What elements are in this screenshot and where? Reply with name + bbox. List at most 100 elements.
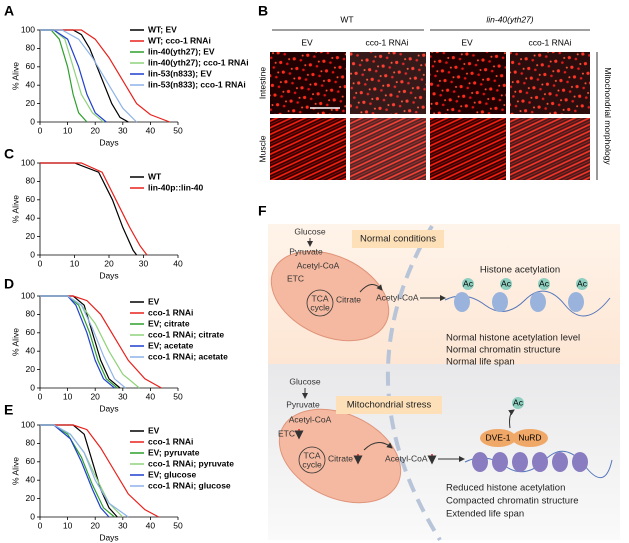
nucleosomes: Ac Ac Ac Ac <box>454 278 588 312</box>
legend-label: EV; glucose <box>148 469 196 479</box>
y-tick-label: 20 <box>26 98 36 108</box>
y-tick-label: 80 <box>26 438 36 448</box>
metabolite: Acetyl-CoA <box>376 292 419 302</box>
y-tick-label: 40 <box>26 212 36 222</box>
y-tick-label: 20 <box>26 231 36 241</box>
panel-label: C <box>4 146 14 162</box>
x-tick-label: 30 <box>118 520 128 530</box>
metabolite: Pyruvate <box>286 399 320 409</box>
micrograph <box>350 118 426 180</box>
survival-curve <box>40 29 129 123</box>
row-label: Muscle <box>257 135 267 162</box>
y-tick-label: 80 <box>26 43 36 53</box>
outcome: Normal histone acetylation level <box>446 333 580 344</box>
legend-label: cco-1 RNAi <box>148 436 193 446</box>
x-tick-label: 30 <box>118 125 128 135</box>
micrograph <box>510 52 590 114</box>
arrow <box>508 409 515 429</box>
micrograph <box>430 118 506 180</box>
survival-curve <box>40 424 124 518</box>
metabolite: Citrate <box>336 294 361 304</box>
legend-label: EV <box>148 296 160 306</box>
condition-box <box>352 230 444 248</box>
row-label: Intestine <box>257 67 267 99</box>
outcome: Compacted chromatin structure <box>446 496 579 507</box>
survival-curve <box>40 162 138 256</box>
metabolite: Glucose <box>294 226 325 236</box>
x-tick-label: 0 <box>38 258 43 268</box>
outcome: Extended life span <box>446 509 524 520</box>
x-tick-label: 30 <box>139 258 149 268</box>
label: TCA <box>312 293 329 303</box>
y-tick-label: 100 <box>21 419 35 429</box>
legend-label: EV; pyruvate <box>148 447 200 457</box>
x-tick-label: 40 <box>146 391 156 401</box>
y-tick-label: 0 <box>30 116 35 126</box>
x-tick-label: 20 <box>90 391 100 401</box>
y-tick-label: 40 <box>26 79 36 89</box>
legend-label: WT <box>148 171 162 181</box>
group-header: lin-40(yth27) <box>486 14 533 24</box>
legend-label: WT; cco-1 RNAi <box>148 35 211 45</box>
micrograph <box>270 52 346 114</box>
column-label: EV <box>301 37 313 47</box>
ac-label: Ac <box>463 278 474 288</box>
label: cycle <box>302 459 322 469</box>
survival-curve <box>40 29 138 123</box>
label: ETC <box>278 428 295 438</box>
y-axis-label: % Alive <box>10 195 20 223</box>
survival-curve <box>40 162 148 256</box>
x-tick-label: 40 <box>173 258 183 268</box>
arrow <box>359 284 383 293</box>
y-tick-label: 20 <box>26 493 36 503</box>
outcome: Normal chromatin structure <box>446 345 561 356</box>
complex <box>480 429 516 447</box>
column-label: EV <box>461 37 473 47</box>
y-tick-label: 60 <box>26 456 36 466</box>
x-tick-label: 10 <box>70 258 80 268</box>
y-tick-label: 40 <box>26 345 36 355</box>
survival-curve <box>40 295 115 389</box>
x-tick-label: 20 <box>90 520 100 530</box>
nucleosome <box>530 292 546 312</box>
condition: Mitochondrial stress <box>347 400 432 411</box>
x-axis-label: Days <box>99 403 118 413</box>
legend-label: lin-53(n833); EV <box>148 68 212 78</box>
survival-curve <box>40 29 170 123</box>
survival-curve <box>40 29 88 123</box>
panel-b: WT lin-40(yth27) EV cco-1 RNAi EV cco-1 … <box>257 14 613 180</box>
legend-label: cco-1 RNAi; pyruvate <box>148 458 234 468</box>
y-axis-label: % Alive <box>10 457 20 485</box>
x-tick-label: 40 <box>146 125 156 135</box>
mitochondrion <box>278 408 402 504</box>
survival-curve <box>40 424 115 518</box>
group-header: WT <box>340 14 353 24</box>
micrograph <box>350 52 426 114</box>
x-tick-label: 30 <box>118 391 128 401</box>
survival-curve <box>40 295 126 389</box>
condition: Normal conditions <box>360 234 436 245</box>
panel-label: B <box>258 3 268 19</box>
ac-label: Ac <box>513 397 524 407</box>
outcome: Normal life span <box>446 357 515 368</box>
nucleosome <box>532 452 548 472</box>
protein-label: NuRD <box>518 432 541 442</box>
y-tick-label: 60 <box>26 194 36 204</box>
label: Histone acetylation <box>480 265 560 276</box>
survival-curve <box>40 424 159 518</box>
metabolite: Pyruvate <box>289 246 323 256</box>
micrograph <box>510 118 590 180</box>
ac-label: Ac <box>539 278 550 288</box>
complex <box>512 429 548 447</box>
y-tick-label: 0 <box>30 249 35 259</box>
metabolite: Acetyl-CoA <box>385 453 428 463</box>
acetyl-mark <box>576 278 588 290</box>
x-tick-label: 10 <box>63 125 73 135</box>
x-tick-label: 50 <box>173 520 183 530</box>
nucleosome <box>572 452 588 472</box>
nucleosome <box>472 452 488 472</box>
y-tick-label: 100 <box>21 24 35 34</box>
y-axis-label: % Alive <box>10 62 20 90</box>
nucleosome <box>512 452 528 472</box>
acetyl-mark <box>462 278 474 290</box>
